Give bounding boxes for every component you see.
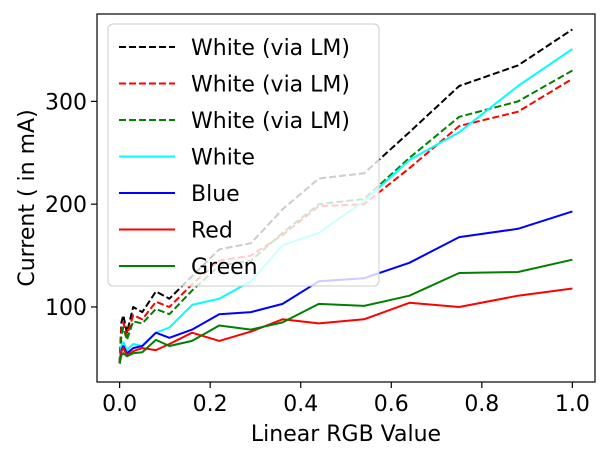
x-tick-label: 0.0 — [102, 392, 137, 417]
series-line-7 — [118, 258, 573, 364]
x-tick-label: 1.0 — [555, 392, 590, 417]
x-tick-label: 0.2 — [193, 392, 228, 417]
y-tick-label: 300 — [45, 90, 87, 115]
y-axis-label: Current ( in mA) — [15, 109, 40, 286]
legend-label: Green — [191, 255, 258, 280]
legend-label: Blue — [191, 182, 240, 207]
y-tick-label: 200 — [45, 193, 87, 218]
x-tick-label: 0.4 — [283, 392, 318, 417]
series-line-4 — [118, 48, 573, 364]
series-line-6 — [118, 287, 573, 364]
legend-label: White (via LM) — [191, 73, 350, 98]
legend-label: White (via LM) — [191, 109, 350, 134]
legend: White (via LM) White (via LM) White (via L… — [107, 23, 380, 287]
x-tick-label: 0.6 — [374, 392, 409, 417]
legend-label: White (via LM) — [191, 36, 350, 61]
x-axis-label: Linear RGB Value — [251, 422, 441, 447]
ticks-layer: 0.0 0.2 0.4 0.6 0.8 1.0 100 200 300 — [45, 90, 590, 417]
x-tick-label: 0.8 — [464, 392, 499, 417]
legend-label: Red — [191, 219, 233, 244]
y-tick-label: 100 — [45, 296, 87, 321]
axes-frame — [96, 13, 596, 383]
legend-label: White — [191, 146, 255, 171]
legend-box — [107, 23, 380, 287]
